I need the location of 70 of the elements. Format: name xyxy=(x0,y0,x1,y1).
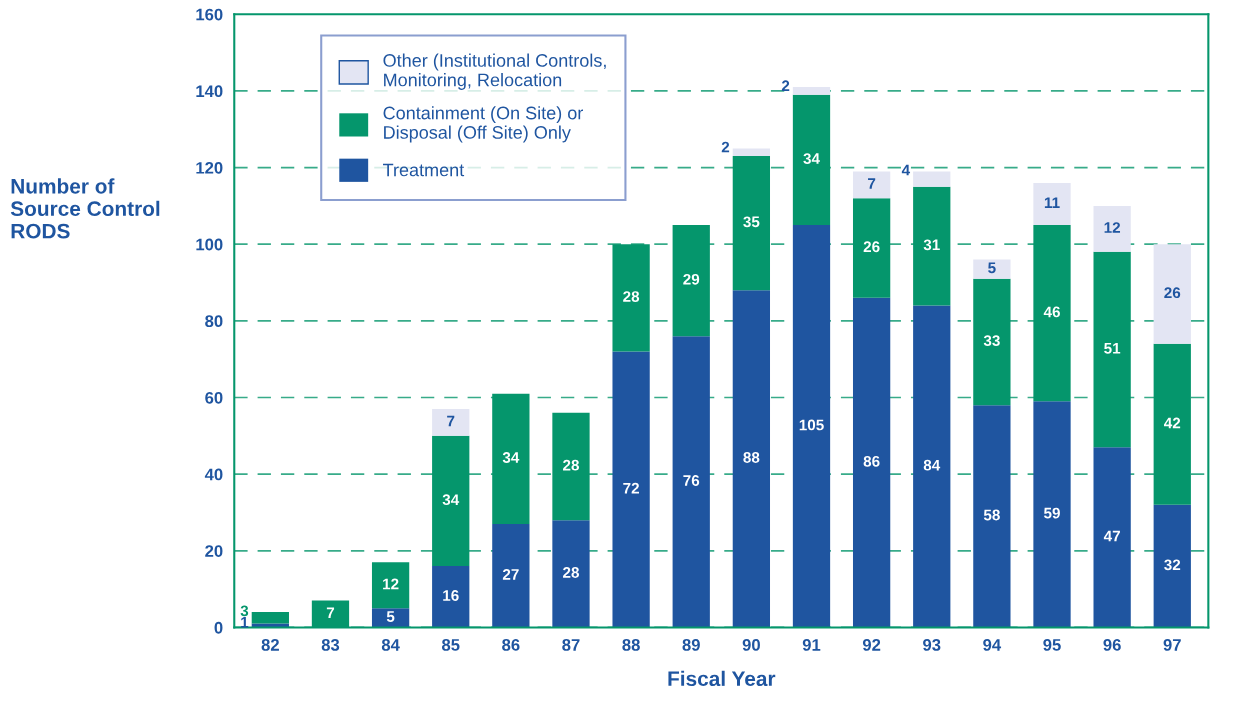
data-label: 7 xyxy=(868,178,876,189)
x-axis-title: Fiscal Year xyxy=(668,670,776,687)
data-label: 34 xyxy=(442,494,460,506)
x-tick-label: 88 xyxy=(622,638,640,651)
data-label: 76 xyxy=(683,475,700,486)
legend-label: Treatment xyxy=(383,163,465,177)
data-label: 27 xyxy=(502,568,519,580)
y-tick-label: 100 xyxy=(196,238,223,251)
data-label: 88 xyxy=(743,452,760,463)
x-tick-label: 85 xyxy=(441,638,460,651)
data-label: 2 xyxy=(721,141,730,153)
data-label: 12 xyxy=(1104,222,1121,233)
y-tick-label: 160 xyxy=(196,8,223,21)
y-axis-title: Number of Source Control RODS xyxy=(10,178,160,239)
data-label: 28 xyxy=(563,459,580,471)
x-tick-label: 93 xyxy=(923,638,941,651)
data-label: 28 xyxy=(623,291,640,302)
data-label: 1 xyxy=(241,617,249,628)
data-label: 26 xyxy=(1164,287,1181,299)
x-tick-label: 95 xyxy=(1043,638,1061,651)
data-label: 47 xyxy=(1103,530,1120,542)
legend-label: Other (Institutional Controls, Monitoring, Relocation xyxy=(383,53,606,90)
data-label: 7 xyxy=(326,607,335,618)
x-tick-label: 89 xyxy=(682,638,700,651)
legend-label: Containment (On Site) or Disposal (Off Site) Only xyxy=(383,106,584,143)
y-tick-label: 40 xyxy=(204,468,223,481)
x-tick-label: 84 xyxy=(381,638,400,651)
data-label: 34 xyxy=(803,153,820,165)
data-label: 72 xyxy=(623,482,639,494)
y-tick-label: 140 xyxy=(196,85,223,98)
data-label: 4 xyxy=(901,164,911,176)
x-tick-label: 90 xyxy=(742,638,760,651)
data-label: 11 xyxy=(1044,197,1060,208)
data-label: 3 xyxy=(240,605,249,617)
data-label: 46 xyxy=(1043,306,1060,318)
data-label: 2 xyxy=(781,80,790,92)
data-label: 28 xyxy=(563,567,580,578)
data-label: 29 xyxy=(683,273,700,285)
data-label: 51 xyxy=(1104,343,1121,354)
data-label: 42 xyxy=(1164,417,1181,429)
y-tick-label: 20 xyxy=(205,545,223,557)
data-label: 34 xyxy=(502,452,520,463)
data-label: 105 xyxy=(799,419,824,431)
data-label: 26 xyxy=(863,241,880,253)
y-tick-label: 120 xyxy=(196,161,223,174)
x-tick-label: 87 xyxy=(562,638,580,651)
data-label: 12 xyxy=(383,578,399,590)
data-label: 31 xyxy=(923,239,940,251)
x-tick-label: 91 xyxy=(802,638,821,651)
data-label: 32 xyxy=(1164,559,1181,571)
data-label: 16 xyxy=(443,590,459,601)
data-label: 33 xyxy=(983,335,1000,347)
y-tick-label: 0 xyxy=(214,621,223,634)
x-tick-label: 86 xyxy=(502,638,520,651)
y-tick-label: 60 xyxy=(205,391,223,404)
data-label: 5 xyxy=(988,262,996,274)
data-label: 58 xyxy=(983,509,1000,521)
data-label: 35 xyxy=(743,216,760,228)
data-label: 59 xyxy=(1043,507,1060,519)
x-tick-label: 82 xyxy=(261,638,279,651)
data-label: 86 xyxy=(863,455,880,467)
data-label: 5 xyxy=(386,611,395,622)
x-tick-label: 83 xyxy=(321,638,340,651)
y-tick-label: 80 xyxy=(205,315,223,328)
data-label: 7 xyxy=(447,415,455,427)
x-tick-label: 97 xyxy=(1163,638,1181,651)
x-tick-label: 96 xyxy=(1103,638,1121,651)
x-tick-label: 92 xyxy=(862,638,881,651)
data-label: 84 xyxy=(923,459,941,471)
x-tick-label: 94 xyxy=(983,638,1002,651)
